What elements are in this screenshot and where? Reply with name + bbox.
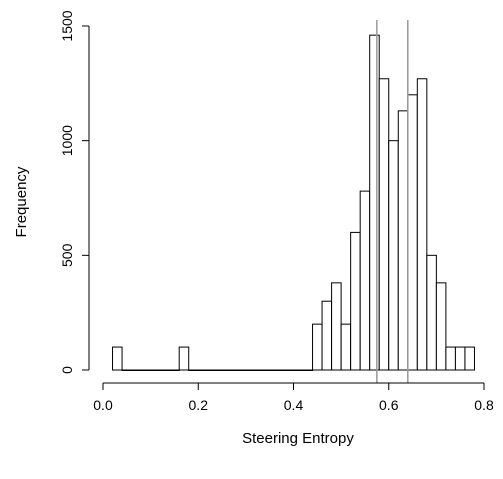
- bars-layer: [112, 34, 475, 371]
- x-tick-label: 0.6: [379, 397, 399, 413]
- histogram-bar: [302, 369, 314, 371]
- histogram-bar: [131, 369, 142, 371]
- x-tick-label: 0.8: [474, 397, 494, 413]
- x-axis: 0.0 0.2 0.4 0.6 0.8: [93, 382, 494, 413]
- histogram-bar: [197, 369, 209, 371]
- histogram-bar: [254, 369, 266, 371]
- histogram-bar: [226, 369, 237, 371]
- histogram-bar: [245, 369, 256, 371]
- histogram-bar: [121, 369, 133, 371]
- y-axis: 0 500 1000 1500: [59, 10, 90, 374]
- histogram-bar: [340, 323, 352, 371]
- histogram-bar: [416, 78, 428, 371]
- histogram-bar: [378, 78, 390, 371]
- histogram-bar: [112, 346, 123, 371]
- histogram-bar: [397, 110, 409, 371]
- y-tick-label: 0: [59, 366, 75, 374]
- x-tick-label: 0.0: [93, 397, 113, 413]
- histogram-bar: [369, 34, 380, 371]
- histogram-bar: [321, 300, 333, 371]
- histogram-bar: [388, 140, 399, 371]
- histogram-bar: [350, 231, 361, 371]
- histogram-bar: [435, 282, 447, 371]
- histogram-bar: [169, 369, 180, 371]
- histogram-bar: [359, 190, 371, 371]
- x-axis-title: Steering Entropy: [242, 430, 354, 447]
- histogram-bar: [159, 369, 171, 371]
- reference-lines-layer: [376, 20, 409, 383]
- histogram-bar: [216, 369, 228, 371]
- histogram-bar: [407, 94, 418, 371]
- histogram-bar: [188, 369, 199, 371]
- y-tick-label: 500: [59, 243, 75, 267]
- y-tick-label: 1500: [59, 10, 75, 41]
- histogram-bar: [293, 369, 304, 371]
- histogram-bar: [273, 369, 285, 371]
- histogram-bar: [454, 346, 466, 371]
- x-tick-label: 0.2: [189, 397, 209, 413]
- y-tick-label: 1000: [59, 125, 75, 156]
- histogram-bar: [207, 369, 218, 371]
- histogram-bar: [312, 323, 323, 371]
- histogram-bar: [464, 346, 475, 371]
- histogram-bar: [445, 346, 456, 371]
- y-axis-title: Frequency: [13, 166, 30, 237]
- histogram-bar: [150, 369, 161, 371]
- histogram-bar: [331, 282, 342, 371]
- histogram-bar: [235, 369, 247, 371]
- histogram-bar: [140, 369, 152, 371]
- histogram-bar: [178, 346, 190, 371]
- histogram-bar: [264, 369, 275, 371]
- x-tick-label: 0.4: [284, 397, 304, 413]
- histogram-bar: [283, 369, 295, 371]
- histogram-bar: [426, 254, 437, 371]
